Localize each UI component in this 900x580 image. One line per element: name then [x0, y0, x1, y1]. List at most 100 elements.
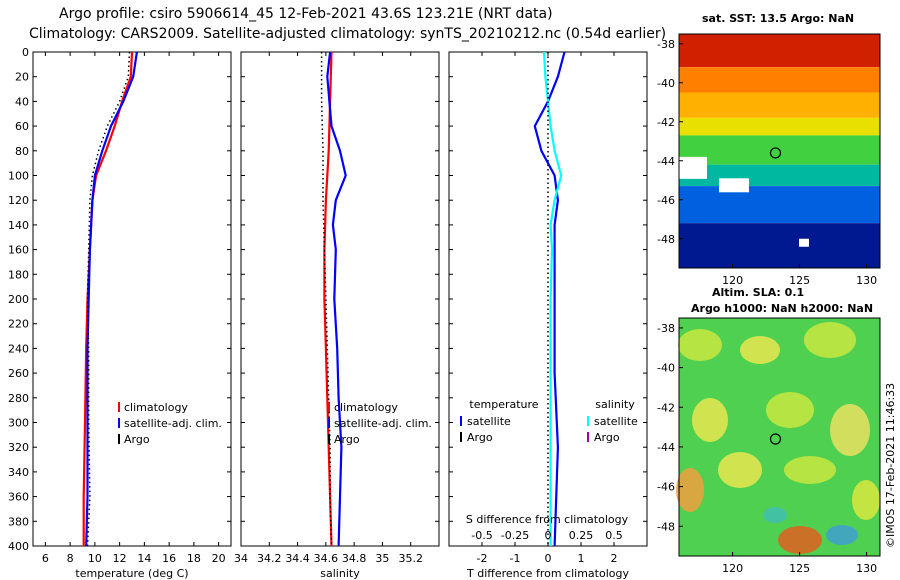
sla-anomaly-blob	[766, 392, 814, 428]
legend-label: climatology	[124, 401, 188, 414]
top-x-tick-label: 0.25	[569, 529, 594, 542]
series-line-climatology	[82, 51, 134, 546]
y-tick-label: 0	[22, 46, 29, 59]
x-axis-label: T difference from climatology	[466, 567, 629, 580]
x-tick-label: 34	[234, 552, 248, 565]
sla-anomaly-blob	[692, 398, 728, 442]
x-tick-label: 6	[42, 552, 49, 565]
map-y-tick-label: -38	[657, 38, 675, 51]
sla-anomaly-blob	[830, 404, 870, 456]
imos-timestamp: ©IMOS 17-Feb-2021 11:46:33	[884, 382, 897, 548]
map-x-tick-label: 125	[789, 562, 810, 575]
legend-label: Argo	[334, 433, 360, 446]
x-tick-label: 20	[212, 552, 226, 565]
y-tick-label: 160	[8, 244, 29, 257]
y-tick-label: 340	[8, 466, 29, 479]
y-tick-label: 60	[15, 120, 29, 133]
x-tick-label: 1	[578, 552, 585, 565]
sst-band	[679, 92, 880, 118]
y-tick-label: 100	[8, 170, 29, 183]
x-tick-label: 10	[88, 552, 102, 565]
sla-frame	[678, 317, 881, 557]
sst-band	[679, 186, 880, 224]
x-tick-label: 34.6	[314, 552, 339, 565]
header-title-line2: Climatology: CARS2009. Satellite-adjuste…	[29, 26, 667, 42]
sst-map: -38 -40 -42 -44 -46 -48 120 125 130	[657, 33, 881, 287]
y-tick-label: 400	[8, 540, 29, 553]
sst-cloud-gap	[719, 178, 749, 193]
y-tick-label: 40	[15, 95, 29, 108]
legend-label: climatology	[334, 401, 398, 414]
legend-label: satellite	[594, 415, 638, 428]
y-tick-label: 260	[8, 367, 29, 380]
top-x-tick-label: 0	[545, 529, 552, 542]
series-line-argo	[86, 51, 131, 547]
x-tick-label: 35	[375, 552, 389, 565]
sst-band	[679, 117, 880, 136]
y-tick-label: 360	[8, 491, 29, 504]
map-y-tick-label: -46	[657, 194, 675, 207]
sst-band	[679, 34, 880, 68]
x-tick-label: 34.8	[342, 552, 367, 565]
x-tick-label: 2	[611, 552, 618, 565]
y-tick-label: 380	[8, 515, 29, 528]
x-axis-label: salinity	[320, 567, 360, 580]
x-tick-label: 34.2	[257, 552, 282, 565]
x-axis-label: temperature (deg C)	[75, 567, 188, 580]
sla-anomaly-blob	[676, 468, 704, 512]
map-y-tick-label: -42	[657, 401, 675, 414]
sla-anomaly-blob	[804, 322, 856, 358]
y-tick-label: 120	[8, 194, 29, 207]
top-x-tick-label: 0.5	[605, 529, 623, 542]
sla-anomaly-blob	[826, 525, 858, 545]
y-tick-label: 300	[8, 417, 29, 430]
map-x-tick-label: 130	[856, 274, 877, 287]
x-tick-label: -2	[477, 552, 488, 565]
sst-band	[679, 67, 880, 93]
map-y-tick-label: -40	[657, 362, 675, 375]
legend-label: Argo	[594, 431, 620, 444]
x-tick-label: 12	[113, 552, 127, 565]
series-line-satellite-adj-clim-	[85, 51, 138, 547]
map-x-tick-label: 120	[722, 562, 743, 575]
series-line-argo	[320, 52, 333, 547]
x-tick-label: 16	[162, 552, 176, 565]
map-y-tick-label: -44	[657, 155, 675, 168]
series-line-salinity-satellite	[542, 51, 563, 546]
series-line-satellite-adj-clim-	[326, 51, 347, 547]
sst-band	[679, 223, 880, 268]
legend-label: Argo	[124, 433, 150, 446]
sst-cloud-gap	[679, 156, 707, 179]
x-tick-label: 18	[187, 552, 201, 565]
sla-anomaly-blob	[778, 526, 822, 554]
x-tick-label: 8	[67, 552, 74, 565]
legend-label: satellite-adj. clim.	[124, 417, 222, 430]
top-axis-label: S difference from climatology	[466, 513, 629, 526]
sla-anomaly-blob	[678, 329, 722, 361]
legend-label: satellite-adj. clim.	[334, 417, 432, 430]
sla-anomaly-blob	[763, 507, 787, 523]
y-tick-label: 240	[8, 342, 29, 355]
map-x-tick-label: 120	[722, 274, 743, 287]
y-tick-label: 140	[8, 219, 29, 232]
y-tick-label: 200	[8, 293, 29, 306]
map-y-tick-label: -38	[657, 322, 675, 335]
y-tick-label: 280	[8, 392, 29, 405]
sst-band	[679, 164, 880, 187]
x-tick-label: -1	[510, 552, 521, 565]
x-tick-label: 35.2	[398, 552, 423, 565]
series-line-climatology	[323, 51, 333, 547]
sst-frame	[678, 33, 881, 269]
sla-anomaly-blob	[740, 336, 780, 364]
y-tick-label: 220	[8, 318, 29, 331]
top-x-tick-label: -0.25	[501, 529, 529, 542]
sla-map: -38 -40 -42 -44 -46 -48 120 125 130	[657, 317, 881, 575]
map-y-tick-label: -42	[657, 116, 675, 129]
top-x-tick-label: -0.5	[471, 529, 492, 542]
map-y-tick-label: -44	[657, 441, 675, 454]
map-y-tick-label: -40	[657, 77, 675, 90]
x-tick-label: 0	[545, 552, 552, 565]
argo-location-marker	[769, 433, 782, 445]
map-y-tick-label: -48	[657, 233, 675, 246]
